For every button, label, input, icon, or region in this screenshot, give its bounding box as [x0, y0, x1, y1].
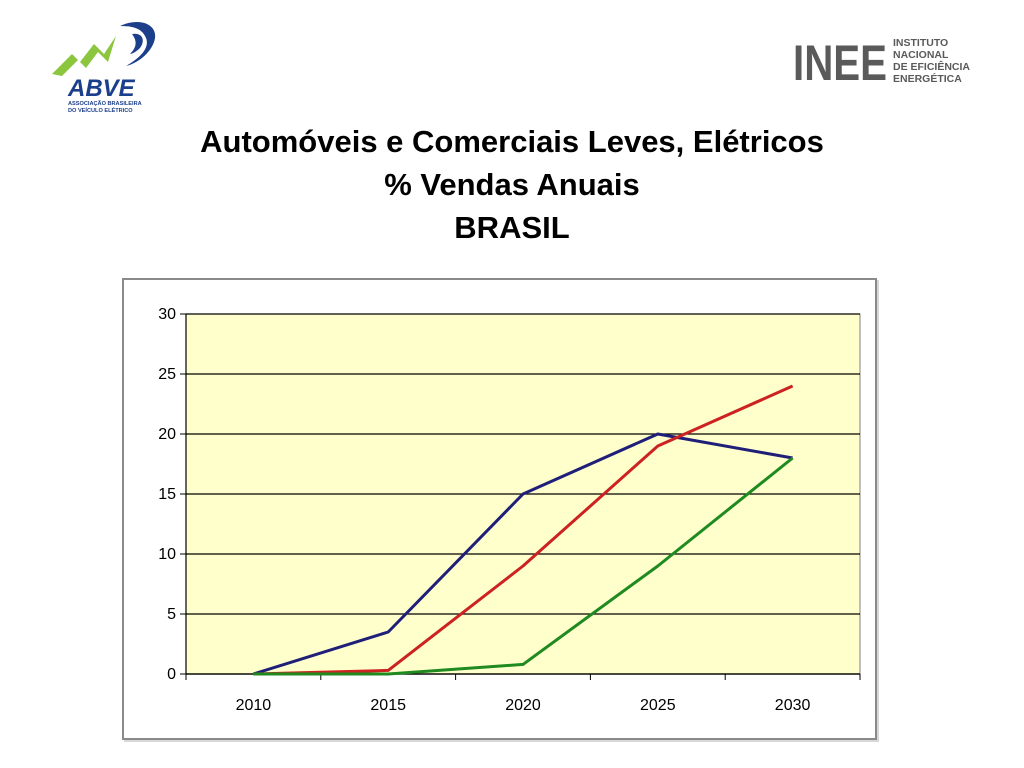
abve-logo: ABVE ASSOCIAÇÃO BRASILEIRA DO VEÍCULO EL… — [52, 21, 156, 114]
y-tick-label-10: 10 — [158, 546, 176, 563]
y-tick-label-0: 0 — [167, 666, 176, 683]
abve-logo-swoosh — [120, 21, 156, 66]
abve-logo-wordmark: ABVE — [67, 75, 136, 102]
x-tick-label-2010: 2010 — [236, 697, 272, 714]
inee-logo-wordmark: INEE — [793, 35, 887, 86]
slide-title-line-1: Automóveis e Comerciais Leves, Elétricos — [200, 124, 824, 159]
y-tick-label-30: 30 — [158, 306, 176, 323]
slide-title: Automóveis e Comerciais Leves, Elétricos… — [0, 120, 1024, 249]
x-tick-label-2025: 2025 — [640, 697, 676, 714]
inee-logo-line-4: ENERGÉTICA — [893, 72, 962, 85]
y-tick-label-20: 20 — [158, 426, 176, 443]
series-line-3 — [253, 456, 794, 676]
abve-logo-lightning-mark — [52, 36, 116, 76]
y-tick-label-5: 5 — [167, 606, 176, 623]
y-tick-label-15: 15 — [158, 486, 176, 503]
inee-logo-line-2: NACIONAL — [893, 49, 949, 61]
abve-logo-subtitle-2: DO VEÍCULO ELÉTRICO — [68, 106, 133, 114]
abve-logo-subtitle-1: ASSOCIAÇÃO BRASILEIRA — [68, 100, 142, 107]
slide-title-line-3: BRASIL — [454, 210, 570, 245]
series-line-1 — [252, 432, 793, 676]
chart-frame: 0 5 10 15 20 25 30 2010 2015 2020 2025 2030 — [122, 278, 877, 740]
x-tick-label-2015: 2015 — [370, 697, 406, 714]
series-line-2 — [253, 384, 794, 676]
inee-logo-line-3: DE EFICIÊNCIA — [893, 60, 970, 73]
slide-title-line-2: % Vendas Anuais — [384, 167, 640, 202]
y-tick-label-25: 25 — [158, 366, 176, 383]
inee-logo-line-1: INSTITUTO — [893, 37, 948, 49]
x-tick-label-2020: 2020 — [505, 697, 541, 714]
x-tick-label-2030: 2030 — [775, 697, 811, 714]
inee-logo: INEE INSTITUTO NACIONAL DE EFICIÊNCIA EN… — [793, 35, 970, 86]
